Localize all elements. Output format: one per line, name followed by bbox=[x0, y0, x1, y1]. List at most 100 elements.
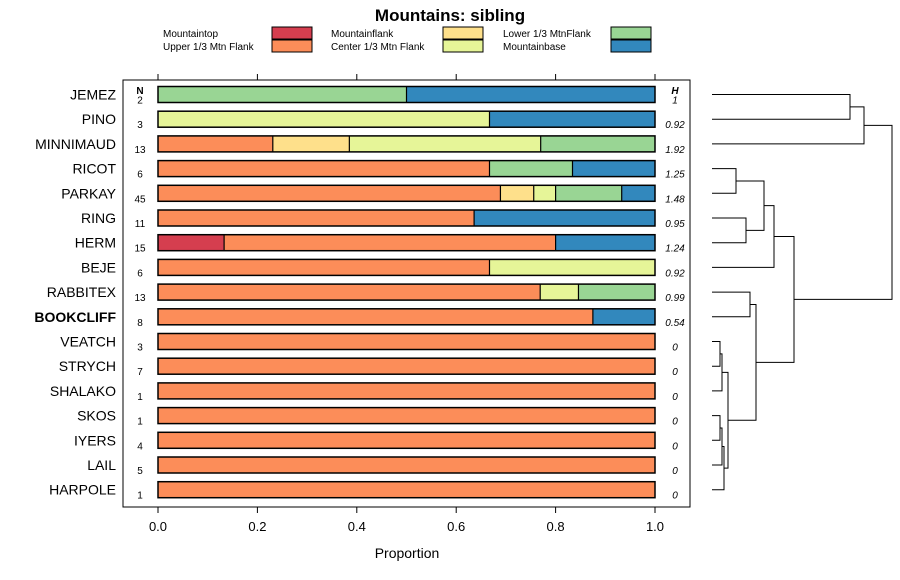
bar-segment-ring-mountainbase bbox=[474, 210, 655, 226]
x-axis-label: Proportion bbox=[375, 545, 440, 561]
row-label-strych: STRYCH bbox=[59, 358, 116, 374]
h-value-minnimaud: 1.92 bbox=[665, 145, 685, 156]
bar-segment-pino-mountainbase bbox=[489, 111, 655, 128]
h-value-ring: 0.95 bbox=[665, 219, 685, 230]
h-value-ricot: 1.25 bbox=[665, 170, 685, 181]
bar-segment-shalako-upper-1-3-mtn-flank bbox=[158, 382, 655, 399]
dendrogram-branch bbox=[712, 94, 851, 120]
h-value-herm: 1.24 bbox=[665, 244, 685, 255]
n-value-strych: 7 bbox=[137, 367, 143, 378]
bar-segment-minnimaud-lower-1-3-mtnflank bbox=[540, 135, 655, 152]
bar-outline-skos bbox=[157, 406, 656, 425]
h-value-iyers: 0 bbox=[672, 441, 678, 452]
h-column-header: H bbox=[671, 86, 679, 97]
dendrogram-branch bbox=[712, 291, 751, 318]
n-value-ring: 11 bbox=[135, 219, 146, 230]
bar-segment-herm-mountainbase bbox=[555, 234, 655, 251]
dendrogram-branch bbox=[722, 371, 729, 469]
legend-label-mountaintop: Mountaintop bbox=[163, 29, 218, 40]
bar-outline-lail bbox=[157, 456, 656, 474]
n-value-harpole: 1 bbox=[137, 491, 143, 502]
x-tick-label: 0.0 bbox=[149, 519, 167, 534]
bar-segment-bookcliff-mountainbase bbox=[592, 308, 655, 325]
row-label-minnimaud: MINNIMAUD bbox=[35, 136, 116, 152]
row-label-skos: SKOS bbox=[77, 408, 116, 424]
n-value-bookcliff: 8 bbox=[137, 318, 143, 329]
dendrogram-branch bbox=[712, 217, 747, 244]
bar-segment-beje-center-1-3-mtn-flank bbox=[489, 259, 655, 276]
legend-label-upper-1-3-mtn-flank: Upper 1/3 Mtn Flank bbox=[163, 42, 255, 53]
n-value-skos: 1 bbox=[137, 417, 143, 428]
bar-segment-ring-upper-1-3-mtn-flank bbox=[158, 210, 475, 226]
bar-outline-harpole bbox=[157, 480, 656, 499]
bar-outline-rabbitex bbox=[157, 283, 656, 301]
bar-outline-shalako bbox=[157, 382, 656, 400]
bar-segment-minnimaud-mountainflank bbox=[272, 135, 350, 152]
bar-segment-parkay-lower-1-3-mtnflank bbox=[555, 185, 622, 202]
h-value-rabbitex: 0.99 bbox=[665, 293, 685, 304]
legend: Mountaintop Upper 1/3 Mtn Flank Mountainfl… bbox=[163, 26, 652, 53]
row-label-pino: PINO bbox=[82, 111, 116, 127]
bar-segment-iyers-upper-1-3-mtn-flank bbox=[158, 432, 655, 449]
row-label-ricot: RICOT bbox=[72, 161, 116, 177]
row-label-bookcliff: BOOKCLIFF bbox=[34, 309, 116, 325]
bar-segment-jemez-lower-1-3-mtnflank bbox=[158, 86, 407, 103]
row-label-harpole: HARPOLE bbox=[49, 482, 116, 498]
row-label-parkay: PARKAY bbox=[61, 185, 116, 201]
legend-swatch-center-1-3-mtn-flank bbox=[442, 39, 484, 53]
chart-title: Mountains: sibling bbox=[375, 6, 525, 25]
h-value-pino: 0.92 bbox=[665, 120, 685, 131]
bar-segment-ricot-mountainbase bbox=[572, 160, 655, 177]
bar-segment-minnimaud-upper-1-3-mtn-flank bbox=[158, 135, 273, 152]
row-label-ring: RING bbox=[81, 210, 116, 226]
bar-outline-strych bbox=[157, 357, 656, 375]
bar-outline-herm bbox=[157, 233, 656, 252]
dendrogram-branch bbox=[756, 236, 795, 363]
bar-segment-jemez-mountainbase bbox=[406, 86, 655, 103]
n-value-parkay: 45 bbox=[134, 194, 146, 205]
x-tick-label: 1.0 bbox=[646, 519, 664, 534]
bar-segment-parkay-mountainflank bbox=[500, 185, 534, 202]
h-value-parkay: 1.48 bbox=[665, 194, 685, 205]
bar-outline-ricot bbox=[157, 159, 656, 178]
x-tick-label: 0.4 bbox=[348, 519, 366, 534]
h-value-jemez: 1 bbox=[672, 96, 678, 107]
dendrogram-branch bbox=[712, 205, 775, 268]
bar-segment-rabbitex-lower-1-3-mtnflank bbox=[578, 284, 655, 301]
legend-label-mountainbase: Mountainbase bbox=[503, 42, 566, 53]
bar-outline-ring bbox=[157, 209, 656, 227]
dendrogram-branch bbox=[736, 180, 765, 231]
bar-segment-parkay-mountainbase bbox=[621, 185, 655, 202]
bar-segment-herm-upper-1-3-mtn-flank bbox=[224, 234, 556, 251]
bar-segment-rabbitex-center-1-3-mtn-flank bbox=[540, 284, 579, 301]
n-value-jemez: 2 bbox=[137, 96, 143, 107]
bar-segment-bookcliff-upper-1-3-mtn-flank bbox=[158, 308, 593, 325]
row-label-shalako: SHALAKO bbox=[50, 383, 116, 399]
n-value-herm: 15 bbox=[134, 244, 146, 255]
bar-segment-parkay-upper-1-3-mtn-flank bbox=[158, 185, 501, 202]
bar-outline-bookcliff bbox=[157, 308, 656, 326]
bar-segment-veatch-upper-1-3-mtn-flank bbox=[158, 333, 655, 350]
row-label-herm: HERM bbox=[75, 235, 116, 251]
bar-outline-parkay bbox=[157, 184, 656, 203]
n-value-veatch: 3 bbox=[137, 343, 143, 354]
n-value-pino: 3 bbox=[137, 120, 143, 131]
plot-frame bbox=[122, 79, 691, 508]
n-value-ricot: 6 bbox=[137, 170, 143, 181]
legend-swatch-mountaintop bbox=[271, 26, 313, 40]
legend-swatch-mountainbase bbox=[610, 39, 652, 53]
row-label-jemez: JEMEZ bbox=[70, 87, 116, 103]
bar-segment-beje-upper-1-3-mtn-flank bbox=[158, 259, 490, 276]
bar-segment-minnimaud-center-1-3-mtn-flank bbox=[349, 135, 541, 152]
n-value-rabbitex: 13 bbox=[134, 293, 146, 304]
n-value-iyers: 4 bbox=[137, 441, 143, 452]
x-tick-label: 0.2 bbox=[248, 519, 266, 534]
row-label-iyers: IYERS bbox=[74, 432, 116, 448]
row-label-rabbitex: RABBITEX bbox=[47, 284, 117, 300]
legend-swatch-lower-1-3-mtnflank bbox=[610, 26, 652, 40]
x-tick-label: 0.8 bbox=[547, 519, 565, 534]
n-value-shalako: 1 bbox=[137, 392, 143, 403]
bar-segment-pino-center-1-3-mtn-flank bbox=[158, 111, 490, 128]
